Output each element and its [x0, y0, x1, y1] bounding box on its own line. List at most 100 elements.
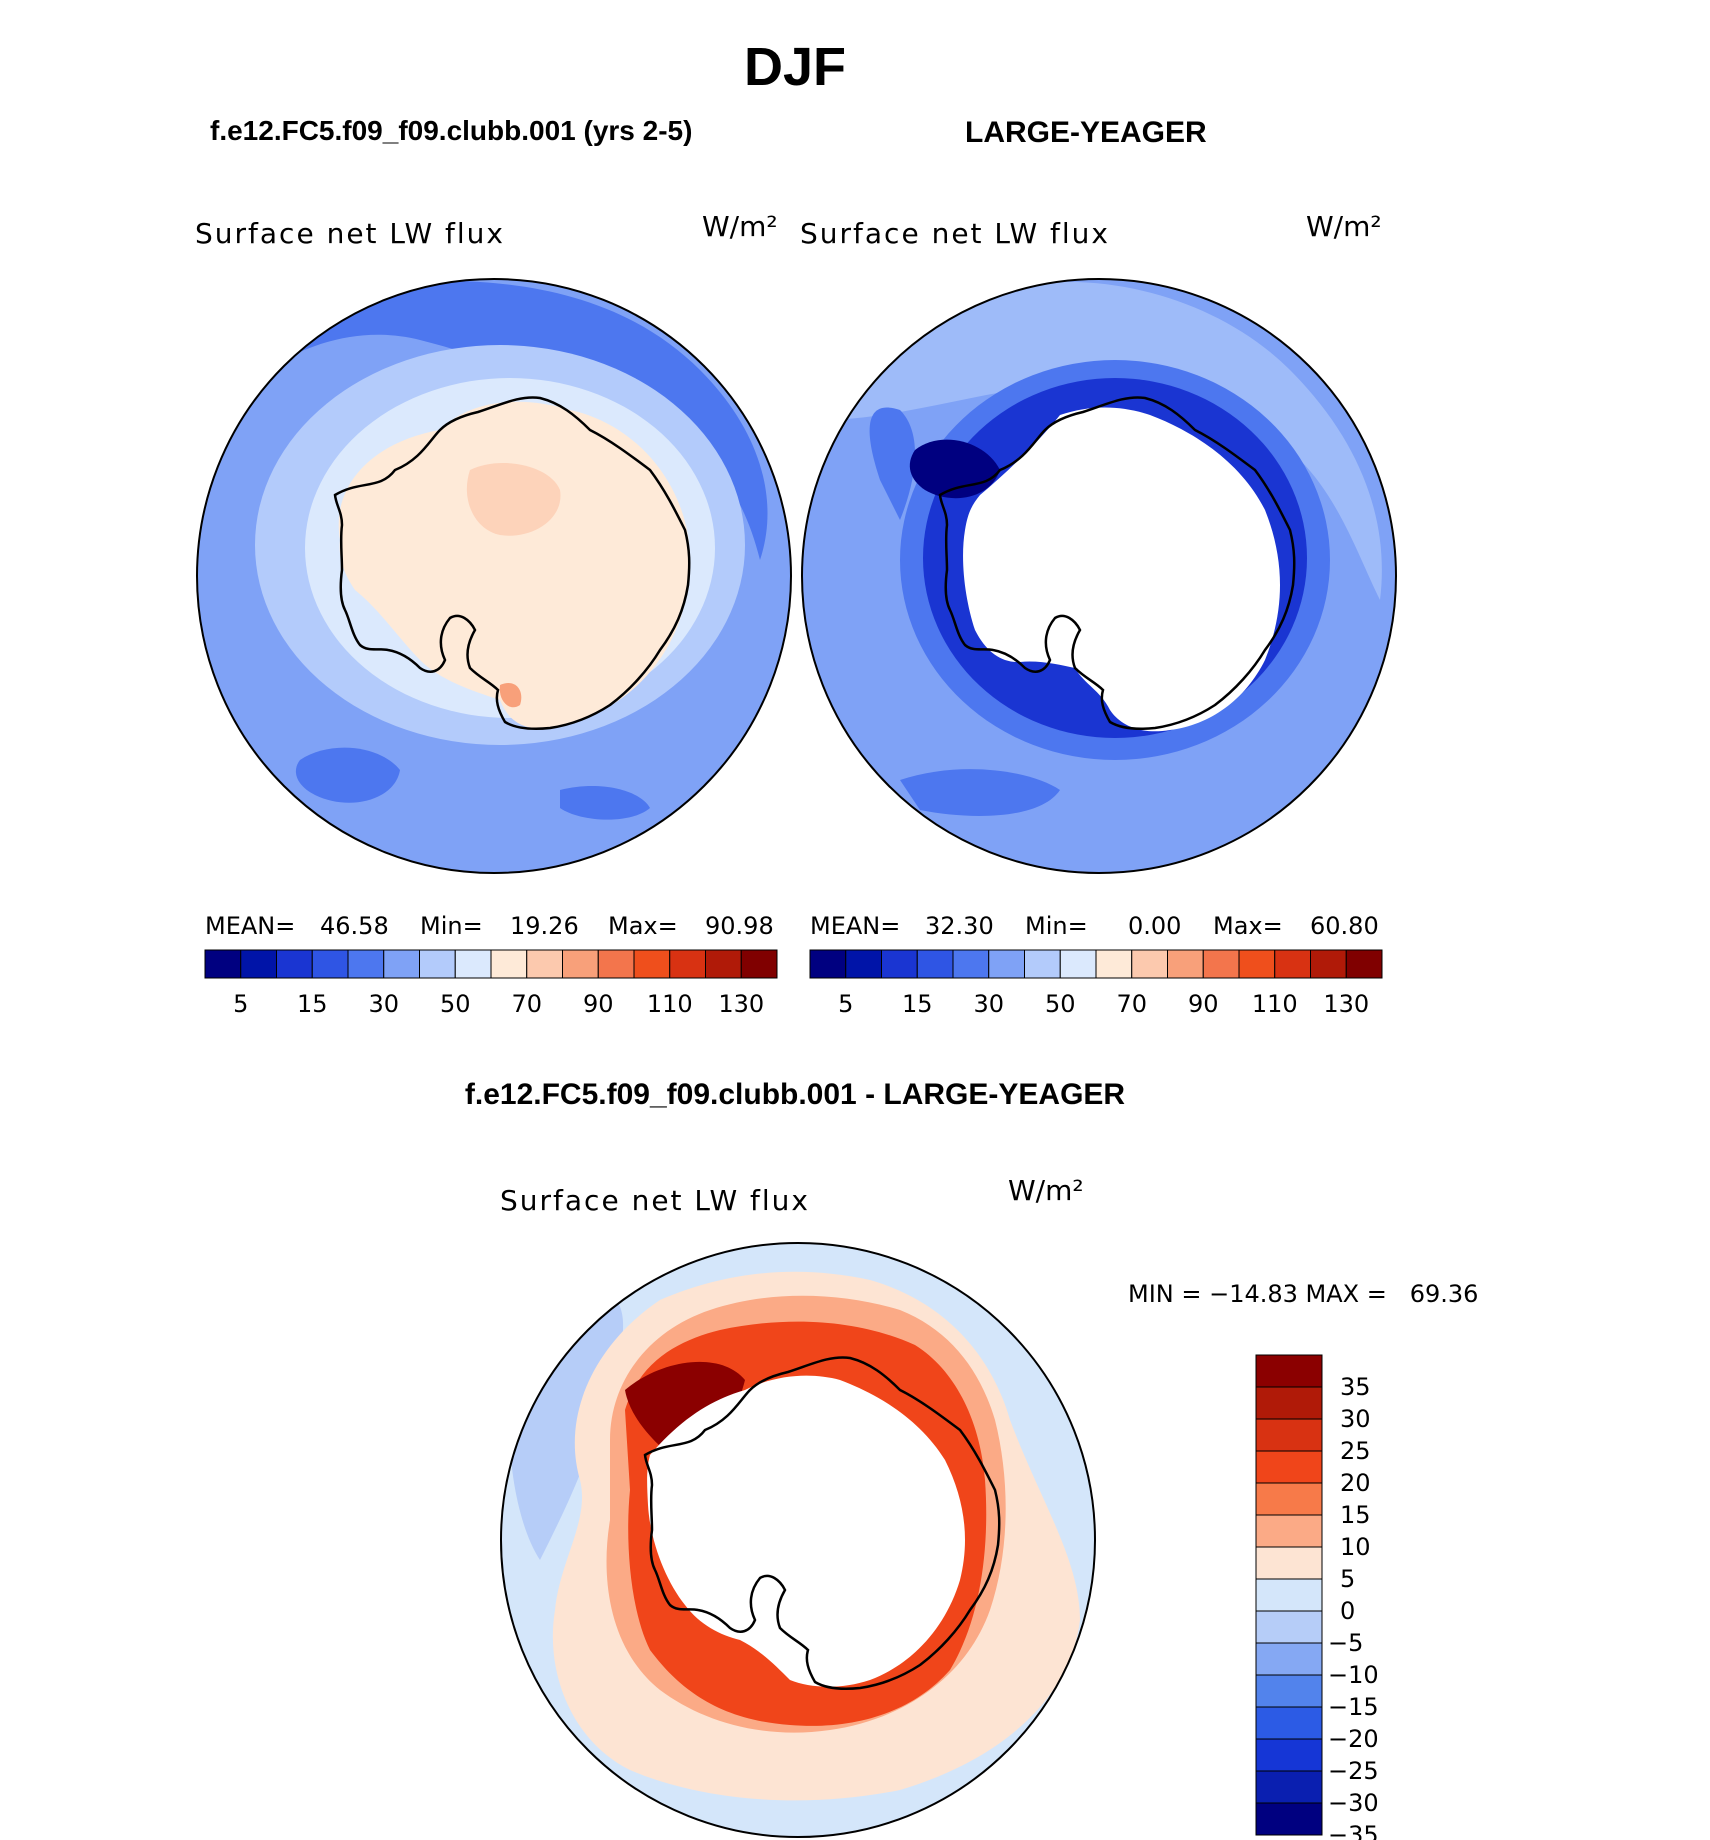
panel-c-colorbar-tick-label: 0: [1340, 1597, 1355, 1625]
panel-c-colorbar-tick-label: −25: [1328, 1757, 1379, 1785]
panel-b-colorbar-swatch: [1274, 949, 1311, 979]
panel-c-colorbar-swatch: [1255, 1642, 1323, 1676]
panel-b-coastline: [938, 396, 1296, 730]
panel-c-colorbar-swatch: [1255, 1674, 1323, 1708]
panel-c-colorbar-swatch: [1255, 1482, 1323, 1516]
panel-c-case-label: f.e12.FC5.f09_f09.clubb.001 - LARGE-YEAG…: [465, 1078, 1126, 1111]
panel-a-colorbar-swatch: [347, 949, 385, 979]
panel-b-colorbar-tick-label: 50: [1045, 990, 1076, 1018]
panel-a-colorbar: 5 15 30 50 70 90 110 130: [204, 949, 778, 1018]
panel-b-min-label: Min=: [1025, 912, 1088, 940]
panel-c-colorbar-tick-label: −10: [1328, 1661, 1379, 1689]
panel-a-stats: MEAN= 46.58 Min= 19.26 Max= 90.98: [205, 912, 774, 940]
panel-a-colorbar-swatch: [383, 949, 420, 979]
panel-c-colorbar-swatch: [1255, 1450, 1323, 1484]
panel-a-colorbar-tick-label: 90: [583, 990, 614, 1018]
panel-c-colorbar-swatch: [1255, 1546, 1323, 1580]
panel-a-band-40-50-north: [210, 280, 768, 560]
panel-c-colorbar-tick-label: −35: [1328, 1821, 1379, 1840]
panel-b-colorbar-swatch: [1202, 949, 1240, 979]
panel-c-colorbar-tick-label: 35: [1340, 1373, 1371, 1401]
panel-c-colorbar-swatch: [1255, 1706, 1323, 1740]
panel-a-colorbar-tick-label: 110: [647, 990, 693, 1018]
panel-a-mean-label: MEAN=: [205, 912, 295, 940]
panel-c-land-mask: [647, 1375, 965, 1687]
panel-c-band-neg15-neg10: [530, 1250, 640, 1300]
panel-a-colorbar-swatch: [204, 949, 242, 979]
panel-a-units: W/m²: [702, 210, 778, 243]
panel-a-frame: [196, 278, 792, 874]
panel-a-colorbar-tick-label: 50: [440, 990, 471, 1018]
panel-c-colorbar-swatch: [1255, 1386, 1323, 1420]
panel-c-colorbar-tick-label: 20: [1340, 1469, 1371, 1497]
panel-b-colorbar-swatch: [1024, 949, 1061, 979]
panel-b-units: W/m²: [1306, 210, 1382, 243]
panel-a-colorbar-tick-label: 130: [718, 990, 764, 1018]
panel-c-colorbar-swatch: [1255, 1802, 1323, 1836]
panel-b-min: 0.00: [1128, 912, 1181, 940]
panel-c-colorbar-swatch: [1255, 1354, 1323, 1388]
panel-a-max: 90.98: [705, 912, 774, 940]
panel-b-max: 60.80: [1310, 912, 1379, 940]
panel-c-stats: MIN = −14.83 MAX = 69.36: [1128, 1280, 1478, 1308]
panel-a-colorbar-swatch: [705, 949, 742, 979]
panel-a-map: [196, 278, 792, 874]
panel-b-colorbar-swatch: [845, 949, 882, 979]
panel-b-colorbar-tick-label: 5: [838, 990, 853, 1018]
panel-b-colorbar-tick-label: 15: [902, 990, 933, 1018]
panel-c-colorbar-swatch: [1255, 1738, 1323, 1772]
panel-c-frame: [500, 1242, 1096, 1838]
panel-c-colorbar-tick-label: −20: [1328, 1725, 1379, 1753]
panel-c-colorbar-tick-label: 25: [1340, 1437, 1371, 1465]
panel-c-variable: Surface net LW flux: [500, 1184, 810, 1217]
panel-b-colorbar-tick-label: 70: [1116, 990, 1147, 1018]
panel-a-colorbar-swatch: [633, 949, 671, 979]
panel-b-colorbar-swatch: [1095, 949, 1133, 979]
main-title: DJF: [744, 37, 846, 97]
panel-a-colorbar-swatch: [597, 949, 635, 979]
panel-b-map: [801, 278, 1397, 874]
panel-b-colorbar-swatch: [988, 949, 1025, 979]
panel-c-colorbar-swatch: [1255, 1418, 1323, 1452]
panel-a-colorbar-tick-label: 5: [233, 990, 248, 1018]
panel-b-band-15-20-south: [900, 769, 1060, 816]
panel-b-colorbar-swatch: [1167, 949, 1204, 979]
panel-c-colorbar-swatch: [1255, 1514, 1323, 1548]
panel-b-colorbar-swatch: [1238, 949, 1276, 979]
panel-a-colorbar-swatch: [311, 949, 349, 979]
panel-a-variable: Surface net LW flux: [195, 217, 505, 250]
panel-b-colorbar-tick-label: 130: [1323, 990, 1369, 1018]
panel-a-colorbar-swatch: [454, 949, 492, 979]
panel-b-colorbar-tick-label: 30: [973, 990, 1004, 1018]
panel-a-colorbar-swatch: [276, 949, 313, 979]
panel-a-max-label: Max=: [608, 912, 678, 940]
panel-b-colorbar-swatch: [809, 949, 847, 979]
panel-a-coastline: [333, 396, 691, 730]
panel-c-colorbar-swatch: [1255, 1610, 1323, 1644]
panel-a-mean: 46.58: [320, 912, 389, 940]
panel-a-band-40-50-sw: [295, 747, 400, 803]
panel-a-colorbar-swatch: [526, 949, 563, 979]
panel-b-colorbar-swatch: [952, 949, 990, 979]
panel-b-colorbar-swatch: [1131, 949, 1168, 979]
panel-a-colorbar-swatch: [240, 949, 277, 979]
panel-b-mean: 32.30: [925, 912, 994, 940]
panel-a-colorbar-swatch: [669, 949, 706, 979]
panel-a-colorbar-tick-label: 70: [511, 990, 542, 1018]
panel-b-case-label: LARGE-YEAGER: [965, 116, 1207, 149]
panel-a-band-40-50-south: [560, 786, 650, 820]
panel-a-band-80-90: [338, 401, 690, 729]
panel-b-colorbar-swatch: [1310, 949, 1347, 979]
panel-b-mean-label: MEAN=: [810, 912, 900, 940]
panel-b-colorbar-swatch: [916, 949, 954, 979]
panel-c-colorbar-tick-label: −15: [1328, 1693, 1379, 1721]
panel-b-max-label: Max=: [1213, 912, 1283, 940]
panel-b-colorbar-swatch: [881, 949, 918, 979]
panel-c-colorbar-tick-label: 30: [1340, 1405, 1371, 1433]
panel-a-min-label: Min=: [420, 912, 483, 940]
panel-b-colorbar-tick-label: 110: [1252, 990, 1298, 1018]
panel-c-colorbar-swatch: [1255, 1578, 1323, 1612]
panel-b-land-mask: [963, 407, 1280, 732]
panel-a-colorbar-swatch: [490, 949, 528, 979]
